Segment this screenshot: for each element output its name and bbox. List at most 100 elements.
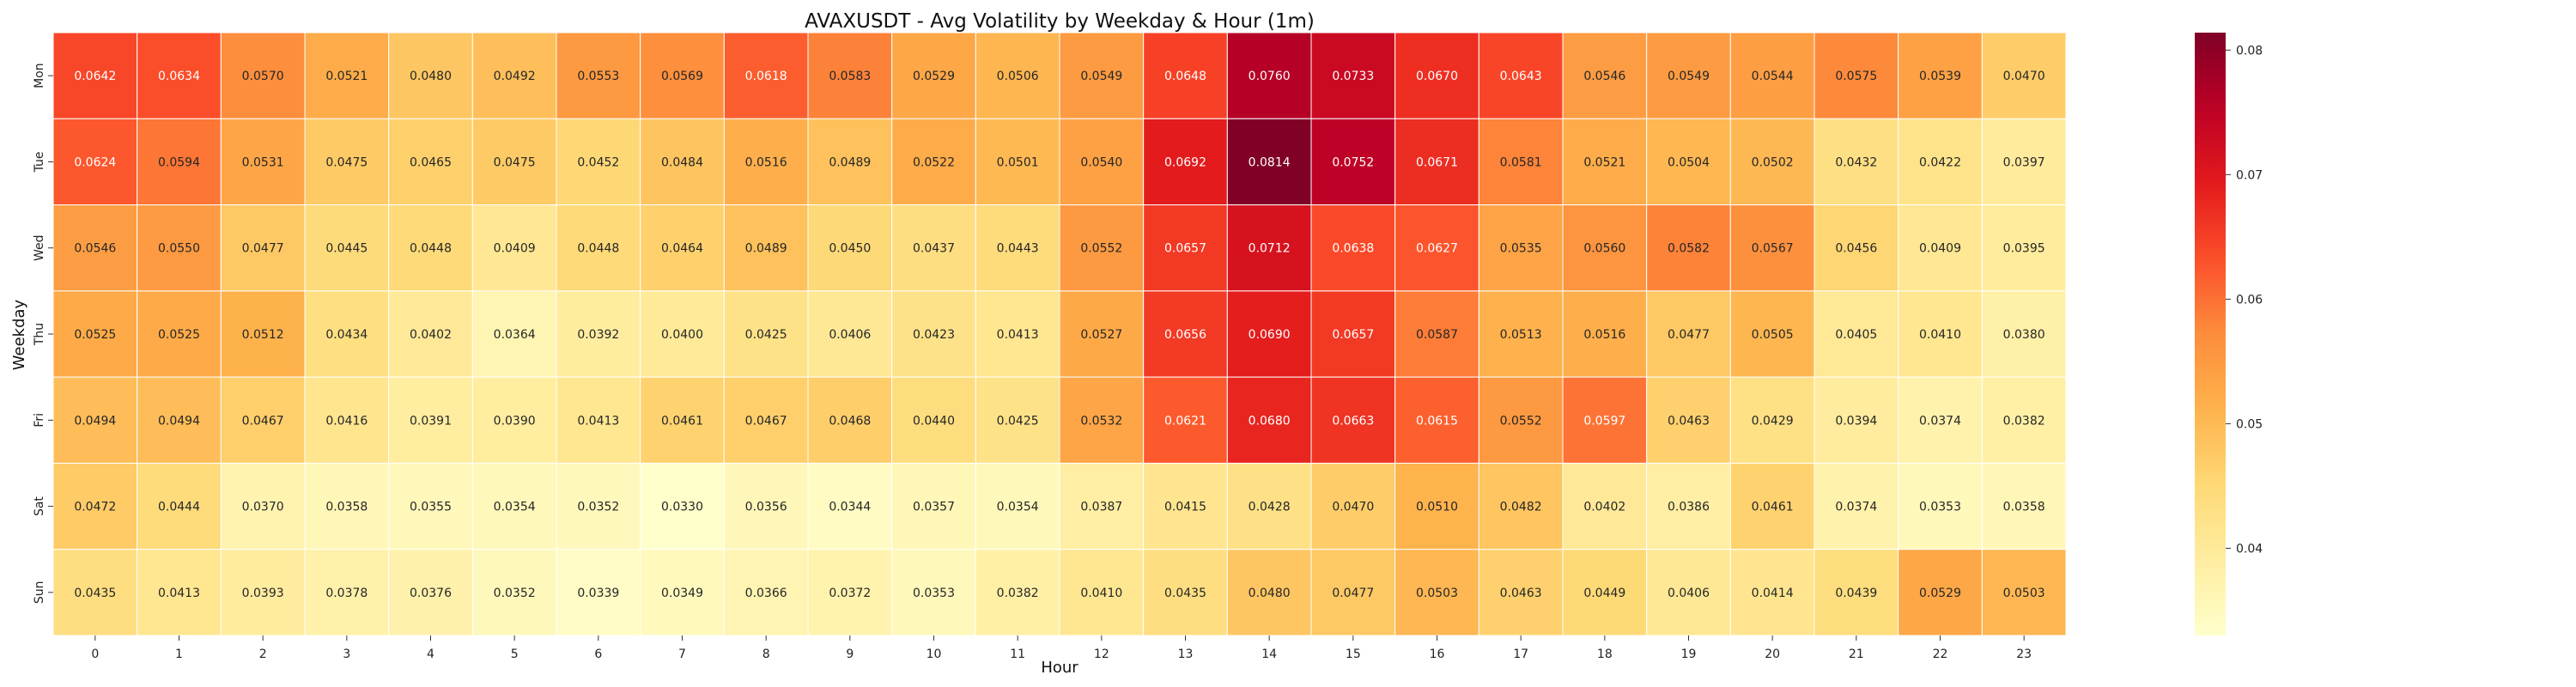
cell-value-label: 0.0386 — [1668, 501, 1710, 514]
cell-value-label: 0.0440 — [913, 414, 955, 428]
y-tick-labels: Mon Tue Wed Thu Fri Sat Sun — [33, 63, 53, 604]
cell-value-label: 0.0583 — [829, 70, 871, 83]
y-tick-label: Mon — [33, 63, 46, 88]
heatmap-cell — [1814, 549, 1899, 636]
cell-value-label: 0.0581 — [1500, 155, 1542, 169]
cell-value-label: 0.0648 — [1164, 70, 1206, 83]
cell-value-label: 0.0535 — [1500, 242, 1542, 256]
heatmap-cell — [1310, 118, 1396, 206]
cell-value-label: 0.0582 — [1668, 242, 1710, 256]
cell-value-label: 0.0374 — [1835, 501, 1877, 514]
x-tick-label: 20 — [1765, 647, 1780, 661]
heatmap-cell — [52, 204, 138, 292]
heatmap-cell — [220, 376, 306, 464]
heatmap-cell — [388, 118, 473, 206]
cell-value-label: 0.0391 — [410, 414, 452, 428]
heatmap-cell — [975, 290, 1060, 378]
cell-value-label: 0.0752 — [1332, 155, 1374, 169]
cell-value-label: 0.0463 — [1668, 414, 1710, 428]
cell-value-label: 0.0671 — [1416, 155, 1458, 169]
cell-value-label: 0.0435 — [1164, 587, 1206, 600]
cell-value-label: 0.0475 — [325, 155, 368, 169]
heatmap-cell — [1226, 118, 1312, 206]
y-tick-label: Wed — [33, 234, 46, 261]
heatmap-cell — [1898, 290, 1983, 378]
cell-value-label: 0.0494 — [74, 414, 116, 428]
cell-value-label: 0.0627 — [1416, 242, 1458, 256]
heatmap-cell — [723, 290, 809, 378]
cell-value-label: 0.0642 — [74, 70, 116, 83]
cell-value-label: 0.0467 — [242, 414, 284, 428]
heatmap-cell — [1814, 118, 1899, 206]
cell-value-label: 0.0402 — [410, 328, 452, 342]
heatmap-cell — [975, 549, 1060, 636]
heatmap-cell — [1981, 32, 2067, 119]
heatmap-cell — [1898, 462, 1983, 550]
cell-value-label: 0.0352 — [494, 587, 536, 600]
heatmap-cell — [52, 118, 138, 206]
cell-value-label: 0.0540 — [1080, 155, 1122, 169]
cell-value-label: 0.0503 — [2003, 587, 2045, 600]
colorbar-tick-label: 0.06 — [2236, 293, 2263, 307]
cell-value-label: 0.0387 — [1080, 501, 1122, 514]
cell-value-label: 0.0470 — [2003, 70, 2045, 83]
cell-value-label: 0.0428 — [1249, 501, 1291, 514]
cell-value-label: 0.0413 — [577, 414, 619, 428]
cell-value-label: 0.0444 — [158, 501, 200, 514]
heatmap-cell — [556, 376, 641, 464]
heatmap-cell — [1729, 204, 1815, 292]
cell-value-label: 0.0435 — [74, 587, 116, 600]
cell-value-label: 0.0405 — [1835, 328, 1877, 342]
heatmap-cell — [891, 290, 976, 378]
x-tick-label: 1 — [175, 647, 183, 661]
heatmap-cell — [1729, 118, 1815, 206]
cell-value-label: 0.0492 — [494, 70, 536, 83]
cell-value-label: 0.0569 — [661, 70, 703, 83]
heatmap-cell — [556, 204, 641, 292]
cell-value-label: 0.0656 — [1164, 328, 1206, 342]
cell-value-label: 0.0638 — [1332, 242, 1374, 256]
heatmap-cell — [1898, 549, 1983, 636]
heatmap-cell — [471, 462, 557, 550]
x-tick-label: 15 — [1346, 647, 1361, 661]
cell-value-label: 0.0409 — [1919, 242, 1961, 256]
cell-value-label: 0.0480 — [410, 70, 452, 83]
cell-value-label: 0.0409 — [494, 242, 536, 256]
heatmap-cell — [1394, 32, 1479, 119]
cell-value-label: 0.0516 — [1583, 328, 1625, 342]
cell-value-label: 0.0503 — [1416, 587, 1458, 600]
heatmap-cell — [556, 462, 641, 550]
heatmap-cell — [1310, 32, 1396, 119]
cell-value-label: 0.0464 — [661, 242, 703, 256]
cell-value-label: 0.0615 — [1416, 414, 1458, 428]
x-tick-label: 4 — [427, 647, 434, 661]
heatmap-cell — [1562, 204, 1648, 292]
y-tick-label: Fri — [33, 413, 46, 428]
cell-value-label: 0.0546 — [1583, 70, 1625, 83]
cell-value-label: 0.0463 — [1500, 587, 1542, 600]
x-tick-label: 11 — [1010, 647, 1025, 661]
cell-value-label: 0.0663 — [1332, 414, 1374, 428]
cell-value-label: 0.0521 — [1583, 155, 1625, 169]
cell-value-label: 0.0587 — [1416, 328, 1458, 342]
cell-value-label: 0.0553 — [577, 70, 619, 83]
heatmap-cell — [304, 376, 390, 464]
cell-value-label: 0.0472 — [74, 501, 116, 514]
cell-value-label: 0.0529 — [1919, 587, 1961, 600]
heatmap-cell — [471, 204, 557, 292]
cell-value-label: 0.0356 — [745, 501, 787, 514]
colorbar-tick-label: 0.05 — [2236, 417, 2263, 431]
cell-value-label: 0.0624 — [74, 155, 116, 169]
colorbar-ticks: 0.04 0.05 0.06 0.07 0.08 — [2226, 44, 2263, 556]
heatmap-cell — [1562, 118, 1648, 206]
cell-value-label: 0.0597 — [1583, 414, 1625, 428]
cell-value-label: 0.0364 — [494, 328, 536, 342]
cell-value-label: 0.0501 — [997, 155, 1039, 169]
x-tick-labels: 0 1 2 3 4 5 6 7 8 9 10 11 12 13 14 15 16 17 18 19 20 21 22 23 — [91, 635, 2032, 661]
colorbar-tick-label: 0.07 — [2236, 168, 2263, 182]
cell-value-label: 0.0425 — [745, 328, 787, 342]
cell-value-label: 0.0760 — [1249, 70, 1291, 83]
heatmap-cell — [1814, 290, 1899, 378]
cell-value-label: 0.0395 — [2003, 242, 2045, 256]
